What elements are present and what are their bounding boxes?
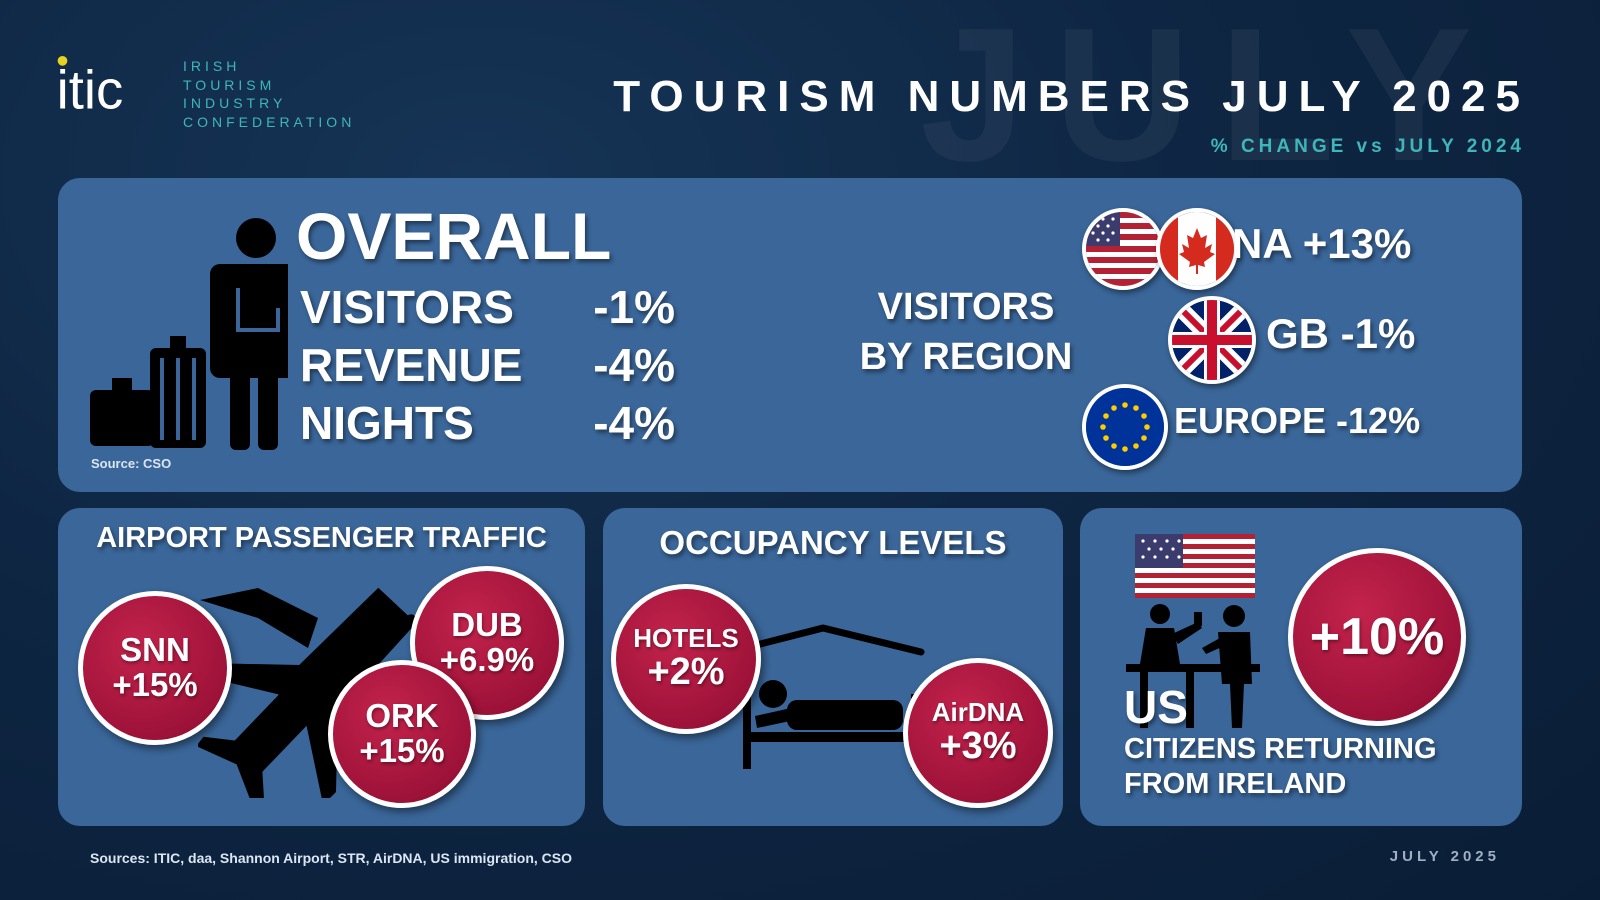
us-returning-circle: +10%: [1288, 548, 1466, 726]
snn-value: +15%: [112, 666, 198, 703]
nights-value: -4%: [593, 397, 675, 449]
airplane-icon: [198, 587, 416, 798]
us-returning-value: +10%: [1309, 607, 1445, 666]
logo-line: INDUSTRY: [183, 95, 287, 111]
nights-label: NIGHTS: [300, 397, 474, 449]
airport-heading: AIRPORT PASSENGER TRAFFIC: [96, 522, 547, 554]
logo-text: IRISH TOURISM INDUSTRY CONFEDERATION: [183, 57, 355, 131]
region-europe-label: EUROPE -12%: [1174, 400, 1421, 441]
visitors-label: VISITORS: [300, 281, 514, 333]
overall-panel: OVERALL VISITORS -1% REVENUE -4% NIGHTS …: [58, 178, 1522, 492]
revenue-label: REVENUE: [300, 339, 523, 391]
immigration-desk-icon: [1126, 604, 1260, 728]
region-heading-line1: VISITORS: [877, 286, 1055, 328]
footer-sources: Sources: ITIC, daa, Shannon Airport, STR…: [90, 850, 573, 866]
region-gb-label: GB -1%: [1266, 310, 1416, 357]
hotels-value: +2%: [647, 650, 725, 693]
traveller-with-luggage-icon: [90, 218, 288, 450]
us-panel: +10% US CITIZENS RETURNING FROM IRELAND: [1080, 508, 1522, 826]
occupancy-panel: OCCUPANCY LEVELS HOTELS +2% AirDNA +3%: [603, 508, 1063, 826]
uk-flag-icon: [1168, 296, 1256, 384]
snn-circle: SNN +15%: [78, 591, 232, 745]
hotels-circle: HOTELS +2%: [611, 584, 761, 734]
us-label: US: [1124, 681, 1188, 733]
page-title: TOURISM NUMBERS JULY 2025: [613, 72, 1530, 121]
ork-value: +15%: [359, 732, 445, 769]
logo-line: CONFEDERATION: [183, 113, 356, 130]
month-watermark: JULY: [920, 0, 1501, 201]
dub-value: +6.9%: [439, 641, 535, 678]
us-flag-icon: [1135, 534, 1255, 598]
airdna-circle: AirDNA +3%: [903, 658, 1053, 808]
ork-code: ORK: [365, 697, 439, 735]
visitors-value: -1%: [593, 281, 675, 333]
revenue-value: -4%: [593, 339, 675, 391]
logo-line: IRISH: [183, 58, 241, 74]
region-heading-line2: BY REGION: [859, 336, 1073, 378]
page-subtitle: % CHANGE vs JULY 2024: [1210, 136, 1525, 157]
airdna-value: +3%: [939, 724, 1017, 767]
airport-panel: AIRPORT PASSENGER TRAFFIC SNN +15% DUB +…: [58, 508, 585, 826]
occupancy-heading: OCCUPANCY LEVELS: [659, 524, 1007, 561]
region-na-label: NA +13%: [1232, 220, 1412, 267]
dub-circle: DUB +6.9%: [410, 566, 564, 720]
footer-date: JULY 2025: [1389, 848, 1500, 865]
dub-code: DUB: [451, 606, 523, 644]
overall-source: Source: CSO: [91, 456, 172, 471]
overall-heading: OVERALL: [296, 199, 612, 273]
canada-flag-icon: [1156, 208, 1238, 290]
airdna-label: AirDNA: [931, 697, 1025, 728]
logo-mark-text: itic: [57, 59, 124, 120]
snn-code: SNN: [120, 631, 190, 669]
eu-flag-icon: [1082, 384, 1168, 470]
us-flag-icon: [1082, 208, 1164, 290]
hotels-label: HOTELS: [633, 623, 739, 654]
ork-circle: ORK +15%: [328, 660, 476, 808]
us-desc-line1: CITIZENS RETURNING: [1124, 733, 1437, 765]
logo-line: TOURISM: [183, 76, 276, 93]
itic-logo-mark: itic: [57, 55, 124, 120]
us-desc-line2: FROM IRELAND: [1124, 768, 1347, 800]
